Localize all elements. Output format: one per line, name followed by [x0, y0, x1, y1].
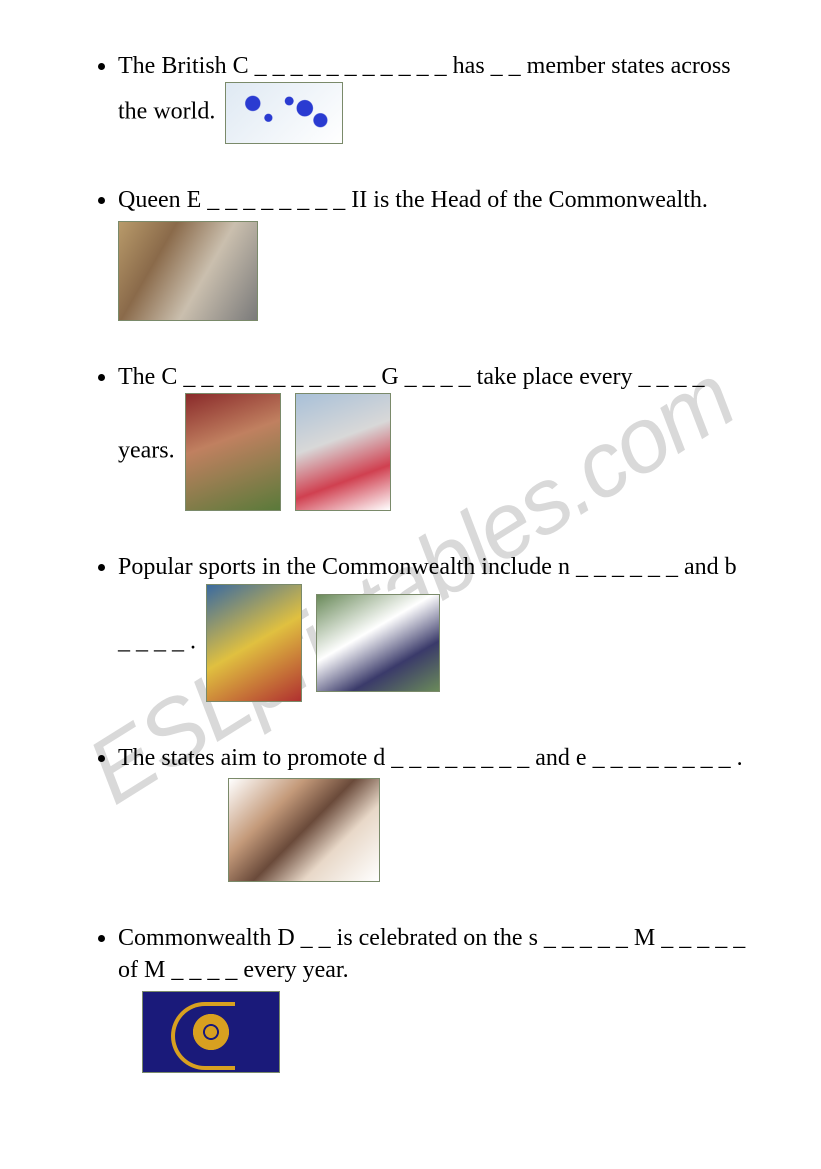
- people-image: [228, 778, 380, 882]
- queen-image: [118, 221, 258, 321]
- commonwealth-flag-image: [142, 991, 280, 1073]
- bullet-6: Commonwealth D _ _ is celebrated on the …: [118, 922, 751, 1073]
- world-map-image: [225, 82, 343, 144]
- bullet-1-text: The British C _ _ _ _ _ _ _ _ _ _ _ has …: [118, 53, 731, 125]
- bullet-6-text: Commonwealth D _ _ is celebrated on the …: [118, 925, 745, 983]
- bullet-4: Popular sports in the Commonwealth inclu…: [118, 551, 751, 701]
- bullet-2: Queen E _ _ _ _ _ _ _ _ II is the Head o…: [118, 184, 751, 320]
- bowls-image: [316, 594, 440, 692]
- bullet-3: The C _ _ _ _ _ _ _ _ _ _ _ G _ _ _ _ ta…: [118, 361, 751, 511]
- netball-image: [206, 584, 302, 702]
- runner-image: [185, 393, 281, 511]
- rowers-image: [295, 393, 391, 511]
- bullet-5: The states aim to promote d _ _ _ _ _ _ …: [118, 742, 751, 882]
- bullet-5-text: The states aim to promote d _ _ _ _ _ _ …: [118, 745, 743, 771]
- worksheet-list: The British C _ _ _ _ _ _ _ _ _ _ _ has …: [90, 50, 751, 1073]
- bullet-1: The British C _ _ _ _ _ _ _ _ _ _ _ has …: [118, 50, 751, 144]
- worksheet-page: The British C _ _ _ _ _ _ _ _ _ _ _ has …: [0, 0, 821, 1113]
- bullet-2-text: Queen E _ _ _ _ _ _ _ _ II is the Head o…: [118, 187, 708, 213]
